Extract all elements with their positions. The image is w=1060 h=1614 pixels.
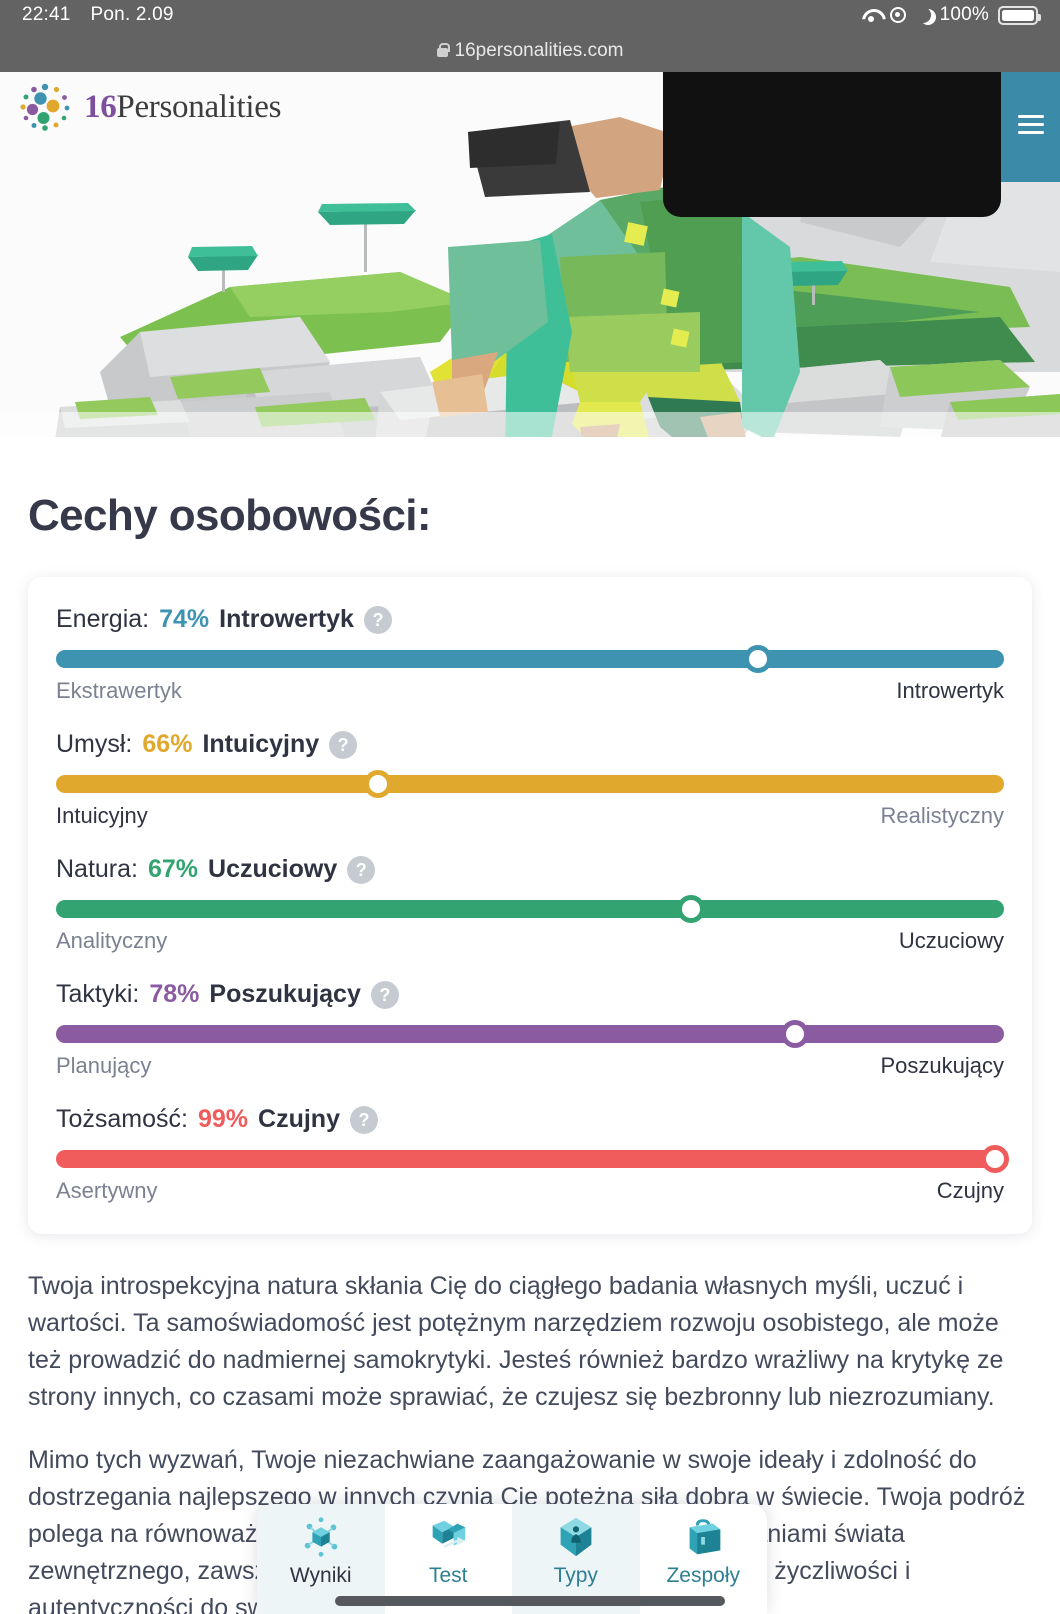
do-not-disturb-moon-icon [914,7,931,23]
trait-slider[interactable] [56,770,1004,798]
trait-heading: Tożsamość: 99% Czujny ? [56,1105,1004,1134]
trait-side-name: Poszukujący [209,980,361,1008]
arrow-blocks-icon [432,1520,466,1548]
gem-person-icon [560,1517,592,1557]
trait-row-taktyki: Taktyki: 78% Poszukujący ? Planujący Pos… [56,980,1004,1079]
trait-side-name: Introwertyk [219,605,354,633]
trait-slider[interactable] [56,1020,1004,1048]
trait-endpoints: Intuicyjny Realistyczny [56,803,1004,829]
trait-row-energia: Energia: 74% Introwertyk ? Ekstrawertyk … [56,605,1004,704]
help-question-icon[interactable]: ? [370,980,399,1009]
trait-right-label: Czujny [936,1178,1004,1203]
browser-url-bar[interactable]: 16personalities.com [0,30,1060,72]
trait-label: Taktyki: [56,980,140,1008]
logo-wordmark: 16Personalities [84,89,281,126]
help-question-icon[interactable]: ? [363,605,392,634]
location-icon [889,7,906,23]
trait-label: Natura: [56,855,138,883]
logo-dots-icon [18,80,72,134]
trait-label: Energia: [56,605,150,633]
paragraph-1: Twoja introspekcyjna natura skłania Cię … [28,1272,1004,1411]
trait-percent: 99% [197,1105,249,1133]
trait-side-name: Uczuciowy [208,855,338,883]
trait-left-label: Intuicyjny [56,803,148,828]
trait-slider[interactable] [56,895,1004,923]
trait-left-label: Ekstrawertyk [56,678,182,703]
hamburger-menu-icon[interactable] [1018,110,1044,139]
wifi-icon [861,8,881,23]
nav-label-test: Test [428,1564,468,1587]
url-text: 16personalities.com [454,40,624,61]
trait-slider-thumb[interactable] [677,895,706,923]
trait-endpoints: Planujący Poszukujący [56,1053,1004,1079]
trait-side-name: Czujny [258,1105,340,1133]
bottom-navigation-bar: Wyniki Test Typy [257,1504,767,1614]
trait-left-label: Asertywny [56,1178,158,1203]
ios-status-bar: 22:41 Pon. 2.09 100% [0,0,1060,30]
trait-right-label: Poszukujący [880,1053,1004,1078]
nav-item-test[interactable]: Test [385,1504,513,1614]
nav-item-zespoly[interactable]: Zespoły [640,1504,768,1614]
trait-heading: Taktyki: 78% Poszukujący ? [56,980,1004,1009]
molecule-icon [304,1517,338,1557]
logo-number: 16 [84,88,117,125]
help-question-icon[interactable]: ? [329,730,358,759]
trait-right-label: Uczuciowy [898,928,1004,953]
trait-slider-track [56,1025,1004,1043]
nav-label-typy: Typy [553,1564,598,1587]
trait-endpoints: Ekstrawertyk Introwertyk [56,678,1004,704]
web-page: 16Personalities Cechy osobowości: Energi… [0,72,1060,1614]
trait-heading: Umysł: 66% Intuicyjny ? [56,730,1004,759]
trait-right-label: Introwertyk [896,678,1004,703]
picture-in-picture-overlay[interactable] [663,72,1001,217]
trait-endpoints: Asertywny Czujny [56,1178,1004,1204]
trait-left-label: Analityczny [56,928,168,953]
page-title: Cechy osobowości: [28,491,432,540]
status-time: 22:41 [22,4,71,25]
trait-label: Umysł: [56,730,133,758]
trait-slider-track [56,775,1004,793]
trait-slider-track [56,900,1004,918]
briefcase-icon [689,1519,721,1555]
nav-item-wyniki[interactable]: Wyniki [257,1504,385,1614]
trait-percent: 67% [147,855,199,883]
trait-heading: Energia: 74% Introwertyk ? [56,605,1004,634]
nav-label-wyniki: Wyniki [289,1564,352,1587]
trait-row-umysl: Umysł: 66% Intuicyjny ? Intuicyjny Reali… [56,730,1004,829]
status-date: Pon. 2.09 [90,4,174,25]
trait-slider-track [56,650,1004,668]
trait-slider-thumb[interactable] [980,1145,1009,1173]
trait-row-tozsamosc: Tożsamość: 99% Czujny ? Asertywny Czujny [56,1105,1009,1204]
trait-percent: 66% [142,730,193,758]
trait-heading: Natura: 67% Uczuciowy ? [56,855,1004,884]
status-bar-right: 100% [861,4,1041,26]
site-logo[interactable]: 16Personalities [18,80,281,134]
battery-percent-label: 100% [939,4,989,25]
trait-percent: 78% [149,980,200,1008]
trait-row-natura: Natura: 67% Uczuciowy ? Analityczny Uczu… [56,855,1004,954]
trait-right-label: Realistyczny [880,803,1004,828]
trait-percent: 74% [159,605,210,633]
trait-endpoints: Analityczny Uczuciowy [56,928,1004,954]
nav-item-typy[interactable]: Typy [512,1504,640,1614]
trait-slider[interactable] [56,645,1004,673]
battery-icon [998,5,1041,25]
nav-label-zespoly: Zespoły [666,1564,741,1587]
home-indicator[interactable] [335,1596,725,1606]
trait-label: Tożsamość: [56,1105,188,1133]
logo-word: Personalities [116,88,282,125]
trait-left-label: Planujący [56,1053,152,1078]
status-bar-left: 22:41 Pon. 2.09 [22,4,174,26]
trait-slider[interactable] [56,1145,1009,1173]
personality-traits-card: Energia: 74% Introwertyk ? Ekstrawertyk … [28,577,1032,1234]
trait-side-name: Intuicyjny [202,730,320,758]
trait-slider-thumb[interactable] [364,770,393,798]
trait-slider-track [56,1150,1004,1168]
trait-slider-thumb[interactable] [781,1020,810,1048]
hero-banner: 16Personalities [0,72,1060,437]
help-question-icon[interactable]: ? [349,1105,378,1134]
help-question-icon[interactable]: ? [347,855,376,884]
trait-slider-thumb[interactable] [743,645,772,673]
lock-icon [436,42,450,57]
